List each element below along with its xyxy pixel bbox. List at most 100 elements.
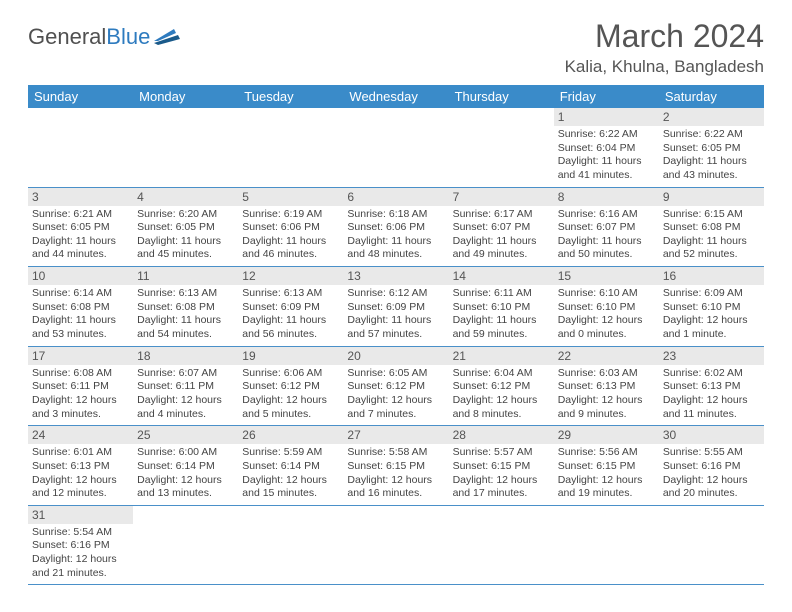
day-details: Sunrise: 6:01 AMSunset: 6:13 PMDaylight:…	[28, 444, 133, 505]
calendar-cell: 10Sunrise: 6:14 AMSunset: 6:08 PMDayligh…	[28, 267, 133, 347]
weekday-header: Tuesday	[238, 85, 343, 108]
day-number: 7	[449, 188, 554, 206]
day-number: 15	[554, 267, 659, 285]
weekday-header-row: SundayMondayTuesdayWednesdayThursdayFrid…	[28, 85, 764, 108]
weekday-header: Monday	[133, 85, 238, 108]
day-number: 22	[554, 347, 659, 365]
day-details: Sunrise: 6:18 AMSunset: 6:06 PMDaylight:…	[343, 206, 448, 267]
day-number: 1	[554, 108, 659, 126]
day-details: Sunrise: 5:55 AMSunset: 6:16 PMDaylight:…	[659, 444, 764, 505]
day-details: Sunrise: 6:13 AMSunset: 6:09 PMDaylight:…	[238, 285, 343, 346]
calendar-cell: 22Sunrise: 6:03 AMSunset: 6:13 PMDayligh…	[554, 346, 659, 426]
day-details: Sunrise: 5:59 AMSunset: 6:14 PMDaylight:…	[238, 444, 343, 505]
day-number: 31	[28, 506, 133, 524]
calendar-cell	[133, 505, 238, 585]
day-number: 14	[449, 267, 554, 285]
location: Kalia, Khulna, Bangladesh	[565, 57, 764, 77]
day-details: Sunrise: 6:15 AMSunset: 6:08 PMDaylight:…	[659, 206, 764, 267]
day-number: 29	[554, 426, 659, 444]
day-number: 26	[238, 426, 343, 444]
day-number: 10	[28, 267, 133, 285]
month-title: March 2024	[565, 18, 764, 55]
calendar-table: SundayMondayTuesdayWednesdayThursdayFrid…	[28, 85, 764, 585]
day-details: Sunrise: 6:08 AMSunset: 6:11 PMDaylight:…	[28, 365, 133, 426]
calendar-cell: 16Sunrise: 6:09 AMSunset: 6:10 PMDayligh…	[659, 267, 764, 347]
calendar-cell	[449, 505, 554, 585]
calendar-cell	[28, 108, 133, 187]
calendar-cell: 9Sunrise: 6:15 AMSunset: 6:08 PMDaylight…	[659, 187, 764, 267]
day-number: 24	[28, 426, 133, 444]
calendar-body: 1Sunrise: 6:22 AMSunset: 6:04 PMDaylight…	[28, 108, 764, 585]
weekday-header: Sunday	[28, 85, 133, 108]
calendar-cell	[238, 505, 343, 585]
calendar-cell: 11Sunrise: 6:13 AMSunset: 6:08 PMDayligh…	[133, 267, 238, 347]
day-number: 30	[659, 426, 764, 444]
day-number: 16	[659, 267, 764, 285]
calendar-week-row: 10Sunrise: 6:14 AMSunset: 6:08 PMDayligh…	[28, 267, 764, 347]
day-number: 9	[659, 188, 764, 206]
header: GeneralBlue March 2024 Kalia, Khulna, Ba…	[28, 18, 764, 77]
day-details: Sunrise: 6:17 AMSunset: 6:07 PMDaylight:…	[449, 206, 554, 267]
day-details: Sunrise: 5:57 AMSunset: 6:15 PMDaylight:…	[449, 444, 554, 505]
calendar-cell: 15Sunrise: 6:10 AMSunset: 6:10 PMDayligh…	[554, 267, 659, 347]
day-details: Sunrise: 6:12 AMSunset: 6:09 PMDaylight:…	[343, 285, 448, 346]
calendar-cell: 31Sunrise: 5:54 AMSunset: 6:16 PMDayligh…	[28, 505, 133, 585]
calendar-cell: 28Sunrise: 5:57 AMSunset: 6:15 PMDayligh…	[449, 426, 554, 506]
day-details: Sunrise: 6:05 AMSunset: 6:12 PMDaylight:…	[343, 365, 448, 426]
logo-text-blue: Blue	[106, 24, 150, 50]
calendar-cell: 21Sunrise: 6:04 AMSunset: 6:12 PMDayligh…	[449, 346, 554, 426]
day-details: Sunrise: 5:54 AMSunset: 6:16 PMDaylight:…	[28, 524, 133, 585]
calendar-cell: 14Sunrise: 6:11 AMSunset: 6:10 PMDayligh…	[449, 267, 554, 347]
day-details: Sunrise: 6:10 AMSunset: 6:10 PMDaylight:…	[554, 285, 659, 346]
day-details: Sunrise: 5:58 AMSunset: 6:15 PMDaylight:…	[343, 444, 448, 505]
day-number: 28	[449, 426, 554, 444]
day-number: 2	[659, 108, 764, 126]
day-number: 12	[238, 267, 343, 285]
calendar-cell: 2Sunrise: 6:22 AMSunset: 6:05 PMDaylight…	[659, 108, 764, 187]
day-details: Sunrise: 6:06 AMSunset: 6:12 PMDaylight:…	[238, 365, 343, 426]
calendar-cell: 24Sunrise: 6:01 AMSunset: 6:13 PMDayligh…	[28, 426, 133, 506]
calendar-cell: 4Sunrise: 6:20 AMSunset: 6:05 PMDaylight…	[133, 187, 238, 267]
calendar-week-row: 1Sunrise: 6:22 AMSunset: 6:04 PMDaylight…	[28, 108, 764, 187]
calendar-cell	[238, 108, 343, 187]
day-number: 5	[238, 188, 343, 206]
day-details: Sunrise: 6:04 AMSunset: 6:12 PMDaylight:…	[449, 365, 554, 426]
day-number: 18	[133, 347, 238, 365]
day-details: Sunrise: 6:02 AMSunset: 6:13 PMDaylight:…	[659, 365, 764, 426]
calendar-cell: 8Sunrise: 6:16 AMSunset: 6:07 PMDaylight…	[554, 187, 659, 267]
day-number: 21	[449, 347, 554, 365]
day-details: Sunrise: 6:14 AMSunset: 6:08 PMDaylight:…	[28, 285, 133, 346]
day-details: Sunrise: 6:13 AMSunset: 6:08 PMDaylight:…	[133, 285, 238, 346]
day-details: Sunrise: 6:22 AMSunset: 6:04 PMDaylight:…	[554, 126, 659, 187]
calendar-cell	[554, 505, 659, 585]
day-details: Sunrise: 6:22 AMSunset: 6:05 PMDaylight:…	[659, 126, 764, 187]
day-number: 11	[133, 267, 238, 285]
calendar-cell: 25Sunrise: 6:00 AMSunset: 6:14 PMDayligh…	[133, 426, 238, 506]
weekday-header: Thursday	[449, 85, 554, 108]
calendar-cell	[659, 505, 764, 585]
day-number: 6	[343, 188, 448, 206]
calendar-cell: 7Sunrise: 6:17 AMSunset: 6:07 PMDaylight…	[449, 187, 554, 267]
calendar-cell: 20Sunrise: 6:05 AMSunset: 6:12 PMDayligh…	[343, 346, 448, 426]
day-number: 23	[659, 347, 764, 365]
day-details: Sunrise: 6:20 AMSunset: 6:05 PMDaylight:…	[133, 206, 238, 267]
logo: GeneralBlue	[28, 18, 180, 50]
calendar-cell	[449, 108, 554, 187]
calendar-week-row: 31Sunrise: 5:54 AMSunset: 6:16 PMDayligh…	[28, 505, 764, 585]
day-details: Sunrise: 6:09 AMSunset: 6:10 PMDaylight:…	[659, 285, 764, 346]
day-number: 13	[343, 267, 448, 285]
day-number: 3	[28, 188, 133, 206]
calendar-cell: 5Sunrise: 6:19 AMSunset: 6:06 PMDaylight…	[238, 187, 343, 267]
calendar-cell: 23Sunrise: 6:02 AMSunset: 6:13 PMDayligh…	[659, 346, 764, 426]
calendar-cell: 26Sunrise: 5:59 AMSunset: 6:14 PMDayligh…	[238, 426, 343, 506]
day-number: 4	[133, 188, 238, 206]
calendar-cell: 29Sunrise: 5:56 AMSunset: 6:15 PMDayligh…	[554, 426, 659, 506]
calendar-week-row: 17Sunrise: 6:08 AMSunset: 6:11 PMDayligh…	[28, 346, 764, 426]
calendar-cell: 27Sunrise: 5:58 AMSunset: 6:15 PMDayligh…	[343, 426, 448, 506]
calendar-cell: 19Sunrise: 6:06 AMSunset: 6:12 PMDayligh…	[238, 346, 343, 426]
flag-icon	[154, 27, 180, 45]
calendar-cell	[343, 108, 448, 187]
calendar-cell: 1Sunrise: 6:22 AMSunset: 6:04 PMDaylight…	[554, 108, 659, 187]
calendar-cell: 30Sunrise: 5:55 AMSunset: 6:16 PMDayligh…	[659, 426, 764, 506]
day-details: Sunrise: 6:07 AMSunset: 6:11 PMDaylight:…	[133, 365, 238, 426]
